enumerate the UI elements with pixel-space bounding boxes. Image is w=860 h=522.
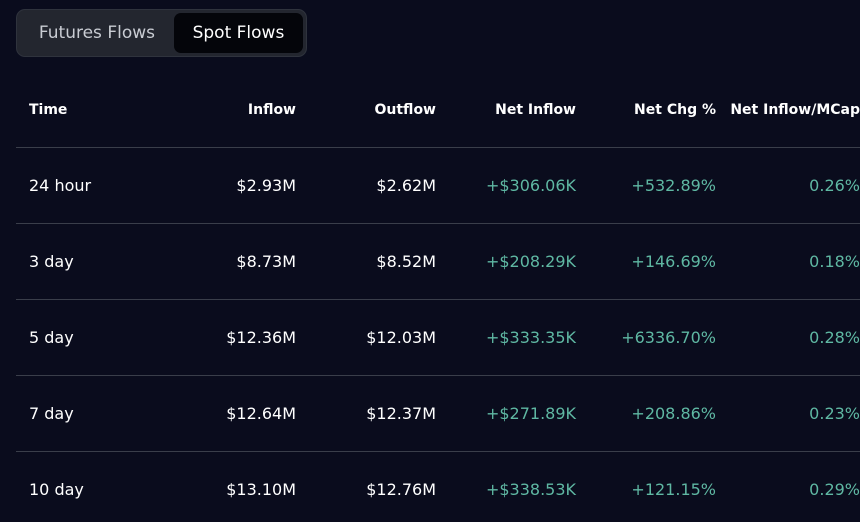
header-net-inflow-mcap[interactable]: Net Inflow/MCap: [716, 72, 860, 148]
table-body: 24 hour $2.93M $2.62M +$306.06K +532.89%…: [16, 147, 860, 522]
cell-outflow: $12.76M: [366, 480, 436, 499]
cell-time: 24 hour: [16, 147, 152, 224]
cell-inflow: $12.64M: [152, 375, 296, 452]
cell-time: 7 day: [16, 375, 152, 452]
header-row: Time Inflow Outflow Net Inflow Net Chg %…: [16, 72, 860, 148]
cell-time: 10 day: [29, 480, 84, 499]
table-header: Time Inflow Outflow Net Inflow Net Chg %…: [16, 72, 860, 148]
cell-net-inflow-mcap: 0.26%: [716, 147, 860, 224]
cell-net-inflow-mcap: 0.18%: [716, 223, 860, 300]
table-row: 5 day $12.36M $12.03M +$333.35K +6336.70…: [16, 299, 860, 376]
header-inflow[interactable]: Inflow: [152, 72, 296, 148]
cell-net-inflow-mcap: 0.23%: [716, 375, 860, 452]
header-net-inflow[interactable]: Net Inflow: [436, 72, 576, 148]
cell-time: 3 day: [16, 223, 152, 300]
cell-net-inflow: +$271.89K: [436, 375, 576, 452]
header-outflow[interactable]: Outflow: [296, 72, 436, 148]
table-row: 10 day $13.10M $12.76M +$338.53K +121.15…: [16, 452, 860, 522]
cell-net-chg: +121.15%: [631, 480, 716, 499]
flow-type-tabs: Futures Flows Spot Flows: [16, 9, 307, 57]
cell-inflow: $8.73M: [152, 223, 296, 300]
cell-net-inflow: +$208.29K: [436, 223, 576, 300]
cell-outflow: $12.37M: [296, 375, 436, 452]
cell-net-inflow-mcap: 0.28%: [716, 299, 860, 376]
cell-inflow: $2.93M: [152, 147, 296, 224]
header-time[interactable]: Time: [16, 72, 152, 148]
cell-net-chg: +532.89%: [576, 147, 716, 224]
cell-net-chg: +6336.70%: [576, 299, 716, 376]
cell-inflow: $13.10M: [226, 480, 296, 499]
header-net-chg[interactable]: Net Chg %: [576, 72, 716, 148]
cell-net-inflow: +$306.06K: [436, 147, 576, 224]
cell-inflow: $12.36M: [152, 299, 296, 376]
cell-outflow: $8.52M: [296, 223, 436, 300]
flows-table-container: Time Inflow Outflow Net Inflow Net Chg %…: [16, 72, 860, 522]
tab-spot-flows[interactable]: Spot Flows: [173, 13, 303, 53]
cell-net-inflow: +$333.35K: [436, 299, 576, 376]
cell-outflow: $12.03M: [296, 299, 436, 376]
flows-table: Time Inflow Outflow Net Inflow Net Chg %…: [16, 72, 860, 522]
table-row: 7 day $12.64M $12.37M +$271.89K +208.86%…: [16, 375, 860, 452]
cell-time: 5 day: [16, 299, 152, 376]
cell-outflow: $2.62M: [296, 147, 436, 224]
cell-net-chg: +208.86%: [576, 375, 716, 452]
cell-net-inflow-mcap: 0.29%: [809, 480, 860, 499]
cell-net-chg: +146.69%: [576, 223, 716, 300]
table-row: 3 day $8.73M $8.52M +$208.29K +146.69% 0…: [16, 223, 860, 300]
tab-futures-flows[interactable]: Futures Flows: [38, 23, 155, 43]
table-row: 24 hour $2.93M $2.62M +$306.06K +532.89%…: [16, 147, 860, 224]
cell-net-inflow: +$338.53K: [485, 480, 576, 499]
